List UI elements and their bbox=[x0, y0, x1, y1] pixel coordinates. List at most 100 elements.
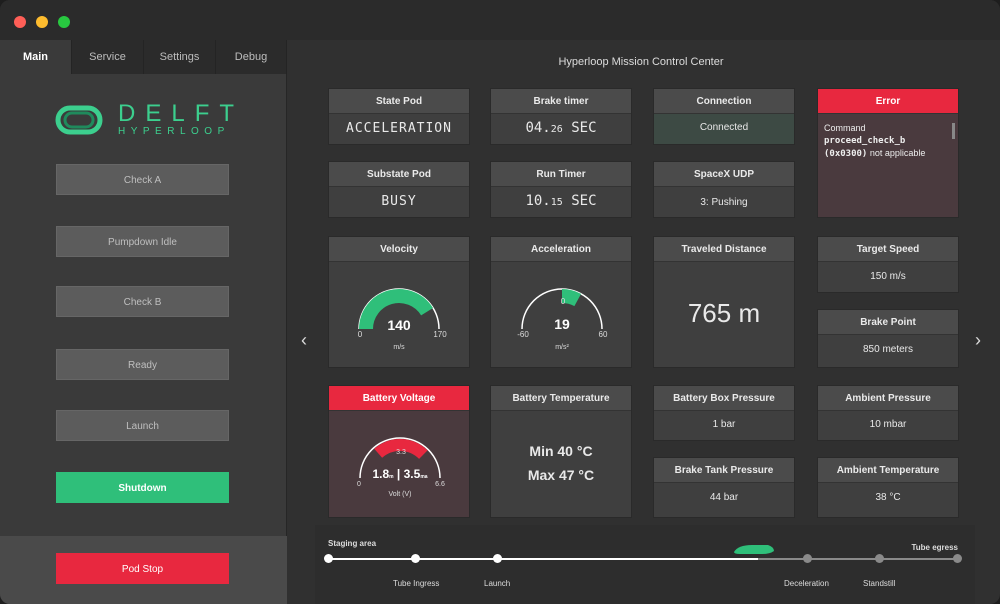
acceleration-gauge-fill bbox=[561, 288, 582, 307]
spacex-udp-title: SpaceX UDP bbox=[654, 162, 794, 187]
timeline-label-deceleration: Deceleration bbox=[784, 579, 829, 588]
run-timer-panel: Run Timer 10.15 SEC bbox=[490, 161, 632, 218]
logo-title: DELFT bbox=[118, 100, 245, 127]
next-page-chevron-icon[interactable]: › bbox=[975, 330, 981, 350]
launch-button[interactable]: Launch bbox=[56, 410, 229, 441]
traveled-distance-value: 765 m bbox=[687, 298, 761, 328]
sidebar-footer: Pod Stop bbox=[0, 536, 287, 604]
connection-status: Connected bbox=[699, 122, 749, 133]
battery-voltage-mark: 3.3 bbox=[396, 449, 406, 456]
traveled-distance-panel: Traveled Distance 765 m bbox=[653, 236, 795, 368]
timeline-end-label: Tube egress bbox=[911, 543, 958, 552]
brake-timer-value: 04.26 SEC bbox=[525, 120, 597, 136]
target-speed-title: Target Speed bbox=[818, 237, 958, 262]
velocity-gauge: 140 0 170 m/s bbox=[358, 288, 447, 351]
battery-box-pressure-value: 1 bar bbox=[712, 419, 736, 430]
battery-voltage-min: 0 bbox=[357, 481, 361, 488]
tab-settings[interactable]: Settings bbox=[144, 40, 216, 74]
battery-temperature-max: Max 47 °C bbox=[527, 467, 595, 483]
brake-point-panel: Brake Point 850 meters bbox=[817, 309, 959, 368]
previous-page-chevron-icon[interactable]: ‹ bbox=[301, 330, 307, 350]
run-progress-timeline: Staging area Tube egress Tube Ingress La… bbox=[315, 525, 975, 604]
velocity-unit: m/s bbox=[393, 344, 405, 351]
battery-temperature-panel: Battery Temperature Min 40 °C Max 47 °C bbox=[490, 385, 632, 518]
battery-voltage-panel: Battery Voltage 3.3 1.8m | 3.5ma 0 6.6 V… bbox=[328, 385, 470, 518]
ambient-pressure-panel: Ambient Pressure 10 mbar bbox=[817, 385, 959, 441]
battery-voltage-gauge-fill bbox=[374, 439, 428, 460]
connection-panel: Connection Connected bbox=[653, 88, 795, 145]
tab-service[interactable]: Service bbox=[72, 40, 144, 74]
timeline-node-standstill bbox=[875, 554, 884, 563]
acceleration-title: Acceleration bbox=[491, 237, 631, 262]
timeline-node-launch bbox=[493, 554, 502, 563]
brake-point-value: 850 meters bbox=[862, 344, 914, 355]
page-title: Hyperloop Mission Control Center bbox=[558, 56, 724, 68]
ambient-pressure-value: 10 mbar bbox=[869, 419, 907, 430]
close-window-button[interactable] bbox=[14, 16, 26, 28]
ambient-pressure-title: Ambient Pressure bbox=[818, 386, 958, 411]
spacex-udp-panel: SpaceX UDP 3: Pushing bbox=[653, 161, 795, 218]
state-pod-panel: State Pod ACCELERATION bbox=[328, 88, 470, 145]
pod-stop-button[interactable]: Pod Stop bbox=[56, 553, 229, 584]
timeline-progress-line bbox=[328, 558, 758, 560]
pod-position-icon bbox=[734, 545, 774, 554]
check-b-button[interactable]: Check B bbox=[56, 286, 229, 317]
maximize-window-button[interactable] bbox=[58, 16, 70, 28]
ambient-temperature-panel: Ambient Temperature 38 °C bbox=[817, 457, 959, 518]
traveled-distance-title: Traveled Distance bbox=[654, 237, 794, 262]
velocity-value: 140 bbox=[387, 317, 411, 333]
timeline-node-tube-ingress bbox=[411, 554, 420, 563]
title-bar bbox=[0, 0, 1000, 40]
target-speed-panel: Target Speed 150 m/s bbox=[817, 236, 959, 293]
logo-subtitle: HYPERLOOP bbox=[118, 126, 230, 137]
sidebar bbox=[0, 74, 287, 604]
timeline-remaining-line bbox=[758, 558, 958, 560]
substate-pod-value: BUSY bbox=[381, 194, 417, 209]
acceleration-unit: m/s² bbox=[555, 344, 569, 351]
connection-title: Connection bbox=[654, 89, 794, 114]
ready-button[interactable]: Ready bbox=[56, 349, 229, 380]
timeline-label-tube-ingress: Tube Ingress bbox=[393, 579, 440, 588]
minimize-window-button[interactable] bbox=[36, 16, 48, 28]
timeline-node-deceleration bbox=[803, 554, 812, 563]
timeline-label-launch: Launch bbox=[484, 579, 511, 588]
battery-box-pressure-title: Battery Box Pressure bbox=[654, 386, 794, 411]
acceleration-min: -60 bbox=[517, 330, 529, 339]
velocity-gauge-fill bbox=[359, 289, 434, 330]
check-a-button[interactable]: Check A bbox=[56, 164, 229, 195]
battery-voltage-title: Battery Voltage bbox=[329, 386, 469, 411]
acceleration-zero: 0 bbox=[561, 297, 566, 306]
brake-tank-pressure-panel: Brake Tank Pressure 44 bar bbox=[653, 457, 795, 518]
error-title: Error bbox=[818, 89, 958, 114]
velocity-max: 170 bbox=[433, 330, 447, 339]
error-scrollbar[interactable] bbox=[952, 123, 955, 139]
battery-voltage-gauge: 3.3 1.8m | 3.5ma 0 6.6 Volt (V) bbox=[357, 437, 445, 498]
timeline-start-label: Staging area bbox=[328, 539, 377, 548]
battery-voltage-unit: Volt (V) bbox=[389, 491, 412, 498]
tab-main[interactable]: Main bbox=[0, 40, 72, 74]
timeline-node-tube-egress bbox=[953, 554, 962, 563]
acceleration-panel: Acceleration 0 19 -60 60 m/s² bbox=[490, 236, 632, 368]
brake-point-title: Brake Point bbox=[818, 310, 958, 335]
shutdown-button[interactable]: Shutdown bbox=[56, 472, 229, 503]
acceleration-value: 19 bbox=[554, 316, 570, 332]
ambient-temperature-value: 38 °C bbox=[875, 492, 901, 503]
pumpdown-idle-button[interactable]: Pumpdown Idle bbox=[56, 226, 229, 257]
tab-bar: Main Service Settings Debug bbox=[0, 40, 287, 74]
spacex-udp-value: 3: Pushing bbox=[700, 197, 748, 208]
acceleration-gauge: 0 19 -60 60 m/s² bbox=[517, 288, 608, 351]
error-message: Command proceed_check_b (0x0300) not app… bbox=[824, 123, 926, 159]
error-panel: Error Command proceed_check_b (0x0300) n… bbox=[817, 88, 959, 218]
run-timer-title: Run Timer bbox=[491, 162, 631, 187]
substate-pod-panel: Substate Pod BUSY bbox=[328, 161, 470, 218]
run-timer-value: 10.15 SEC bbox=[525, 193, 597, 209]
state-pod-title: State Pod bbox=[329, 89, 469, 114]
timeline-label-standstill: Standstill bbox=[863, 579, 896, 588]
battery-box-pressure-panel: Battery Box Pressure 1 bar bbox=[653, 385, 795, 441]
velocity-title: Velocity bbox=[329, 237, 469, 262]
brake-tank-pressure-title: Brake Tank Pressure bbox=[654, 458, 794, 483]
brake-timer-title: Brake timer bbox=[491, 89, 631, 114]
tab-debug[interactable]: Debug bbox=[216, 40, 287, 74]
timeline-node-staging bbox=[324, 554, 333, 563]
